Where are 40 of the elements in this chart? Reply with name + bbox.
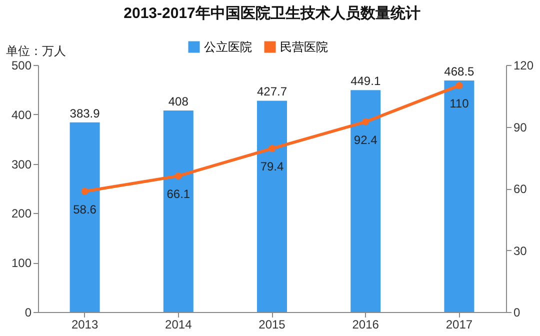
y-tick-label: 300 [11,157,32,172]
point [81,188,88,195]
y2-tick-label: 0 [514,306,520,320]
y2-tick-label: 60 [514,182,528,196]
y-tick-label: 500 [11,58,32,72]
text: 单位：万人 [6,44,66,58]
data-label: 427.7 [256,84,288,99]
data-label: 449.1 [350,74,381,88]
bar [350,90,381,312]
data-label: 110 [450,96,470,111]
x-tick-label: 2013 [71,318,98,332]
data-label: 58.6 [73,202,97,216]
point [362,118,370,126]
legend-label: 公立医院 [204,40,252,54]
x-tick-label: 2015 [258,318,286,332]
x-tick-label: 2014 [165,318,192,332]
bar [257,100,287,312]
y-tick-label: 100 [11,256,32,270]
chart-title: 2013-2017年中国医院卫生技术人员数量统计 [124,5,420,22]
data-label: 468.5 [444,64,475,79]
data-label: 66.1 [166,186,190,201]
data-label: 408 [168,94,189,108]
bar [70,122,100,312]
y-tick-label: 200 [11,206,32,221]
y2-tick-label: 120 [514,58,534,72]
legend-label: 民营医院 [280,40,328,54]
x-tick-label: 2017 [446,318,473,332]
data-label: 383.9 [70,106,100,120]
x-tick-label: 2016 [352,318,380,332]
point [268,145,276,152]
bar [163,110,194,312]
point [174,172,182,180]
y2-tick-label: 90 [514,120,528,134]
data-label: 79.4 [260,160,284,174]
y2-tick-label: 30 [514,244,528,258]
data-label: 92.4 [354,132,378,147]
y-tick-label: 0 [24,306,32,320]
y-tick-label: 400 [11,108,32,122]
bar [444,80,474,312]
point [456,82,463,90]
